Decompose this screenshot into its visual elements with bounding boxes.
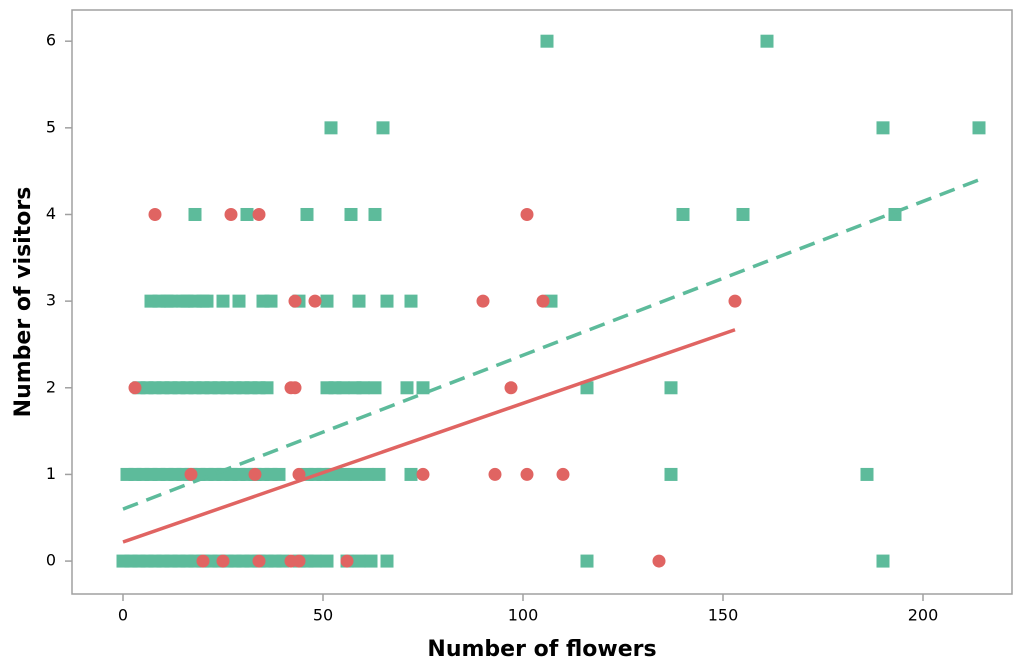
point [352, 294, 366, 308]
point [488, 467, 502, 481]
point [196, 554, 210, 568]
point [360, 467, 374, 481]
point [876, 121, 890, 135]
y-tick-label: 0 [46, 551, 56, 570]
point [860, 467, 874, 481]
point [336, 467, 350, 481]
x-tick-label: 200 [908, 606, 939, 625]
point [400, 381, 414, 395]
x-axis-title: Number of flowers [427, 637, 656, 662]
point [184, 467, 198, 481]
point [356, 381, 370, 395]
point [288, 294, 302, 308]
point [580, 554, 594, 568]
point [736, 207, 750, 221]
point [232, 294, 246, 308]
point [580, 381, 594, 395]
point [372, 467, 386, 481]
point [520, 467, 534, 481]
point [252, 554, 266, 568]
point [364, 554, 378, 568]
point [540, 34, 554, 48]
point [368, 381, 382, 395]
y-tick-label: 1 [46, 464, 56, 483]
point [380, 554, 394, 568]
point [188, 207, 202, 221]
point [224, 207, 238, 221]
point [292, 467, 306, 481]
point [416, 467, 430, 481]
point [476, 294, 490, 308]
y-tick-label: 5 [46, 117, 56, 136]
point [652, 554, 666, 568]
x-tick-label: 100 [508, 606, 539, 625]
point [348, 467, 362, 481]
x-tick-label: 150 [708, 606, 739, 625]
point [664, 467, 678, 481]
y-tick-label: 6 [46, 31, 56, 50]
point [288, 381, 302, 395]
point [376, 121, 390, 135]
point [536, 294, 550, 308]
point [504, 381, 518, 395]
point [308, 294, 322, 308]
point [760, 34, 774, 48]
point [240, 207, 254, 221]
x-tick-label: 50 [313, 606, 333, 625]
point [216, 554, 230, 568]
point [368, 207, 382, 221]
point [200, 294, 214, 308]
fit-line [122, 328, 736, 544]
y-tick-label: 3 [46, 291, 56, 310]
point [128, 381, 142, 395]
point [664, 381, 678, 395]
point [728, 294, 742, 308]
y-tick-label: 2 [46, 377, 56, 396]
point [324, 121, 338, 135]
point [320, 294, 334, 308]
point [336, 381, 350, 395]
point [292, 554, 306, 568]
point [260, 381, 274, 395]
point [216, 294, 230, 308]
point [320, 554, 334, 568]
point [404, 294, 418, 308]
point [148, 207, 162, 221]
point [972, 121, 986, 135]
point [300, 207, 314, 221]
fit-line [122, 178, 980, 511]
point [520, 207, 534, 221]
point [344, 207, 358, 221]
point [876, 554, 890, 568]
x-tick-label: 0 [118, 606, 128, 625]
y-axis-title: Number of visitors [11, 187, 36, 418]
point [248, 467, 262, 481]
point [164, 294, 178, 308]
point [272, 467, 286, 481]
point [308, 554, 322, 568]
plot-frame [71, 9, 1013, 595]
point [252, 207, 266, 221]
point [556, 467, 570, 481]
point [380, 294, 394, 308]
y-tick-label: 4 [46, 204, 56, 223]
point [264, 294, 278, 308]
point [352, 554, 366, 568]
point [676, 207, 690, 221]
point [340, 554, 354, 568]
point [404, 467, 418, 481]
